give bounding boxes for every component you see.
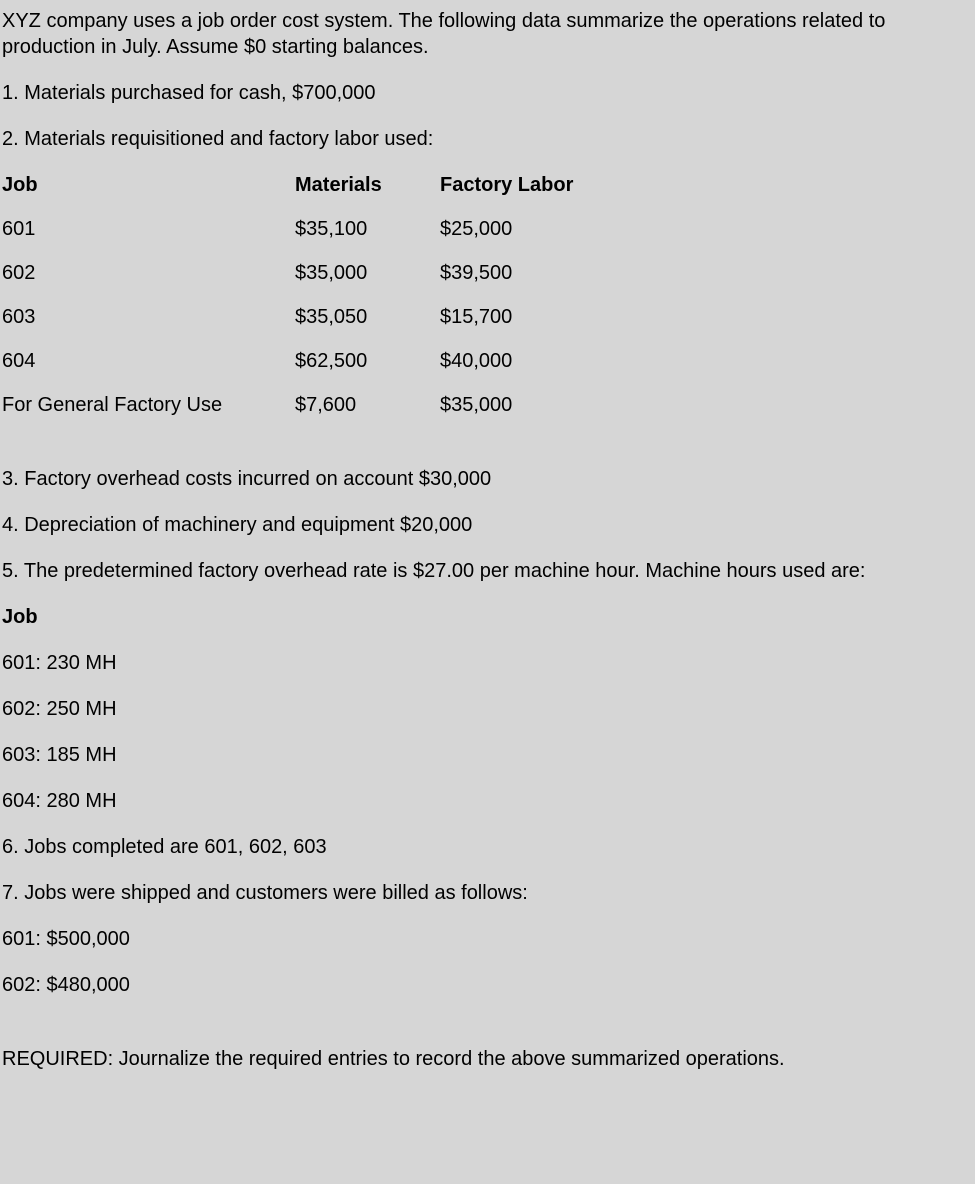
mh-row: 603: 185 MH	[2, 742, 973, 768]
mh-row: 602: 250 MH	[2, 696, 973, 722]
ship-row: 602: $480,000	[2, 972, 973, 998]
cell-job: 602	[2, 260, 295, 286]
required-text: REQUIRED: Journalize the required entrie…	[2, 1046, 973, 1072]
header-materials: Materials	[295, 172, 440, 198]
cell-job: For General Factory Use	[2, 392, 295, 418]
cell-materials: $7,600	[295, 392, 440, 418]
cell-materials: $35,100	[295, 216, 440, 242]
item-5: 5. The predetermined factory overhead ra…	[2, 558, 973, 584]
mh-row: 601: 230 MH	[2, 650, 973, 676]
cell-materials: $35,050	[295, 304, 440, 330]
job-header: Job	[2, 604, 973, 630]
table-header-row: Job Materials Factory Labor	[2, 172, 973, 198]
cell-materials: $35,000	[295, 260, 440, 286]
item-7: 7. Jobs were shipped and customers were …	[2, 880, 973, 906]
table-row: 602 $35,000 $39,500	[2, 260, 973, 286]
item-2: 2. Materials requisitioned and factory l…	[2, 126, 973, 152]
header-job: Job	[2, 172, 295, 198]
table-row: 603 $35,050 $15,700	[2, 304, 973, 330]
cell-labor: $25,000	[440, 216, 973, 242]
cell-job: 601	[2, 216, 295, 242]
item-1: 1. Materials purchased for cash, $700,00…	[2, 80, 973, 106]
table-row: 601 $35,100 $25,000	[2, 216, 973, 242]
ship-row: 601: $500,000	[2, 926, 973, 952]
cell-job: 603	[2, 304, 295, 330]
cell-labor: $35,000	[440, 392, 973, 418]
cell-materials: $62,500	[295, 348, 440, 374]
cell-labor: $40,000	[440, 348, 973, 374]
table-row: For General Factory Use $7,600 $35,000	[2, 392, 973, 418]
item-4: 4. Depreciation of machinery and equipme…	[2, 512, 973, 538]
cell-labor: $15,700	[440, 304, 973, 330]
item-6: 6. Jobs completed are 601, 602, 603	[2, 834, 973, 860]
cell-labor: $39,500	[440, 260, 973, 286]
materials-labor-table: Job Materials Factory Labor 601 $35,100 …	[2, 172, 973, 418]
intro-text: XYZ company uses a job order cost system…	[2, 8, 973, 60]
mh-row: 604: 280 MH	[2, 788, 973, 814]
table-row: 604 $62,500 $40,000	[2, 348, 973, 374]
item-3: 3. Factory overhead costs incurred on ac…	[2, 466, 973, 492]
header-labor: Factory Labor	[440, 172, 973, 198]
cell-job: 604	[2, 348, 295, 374]
